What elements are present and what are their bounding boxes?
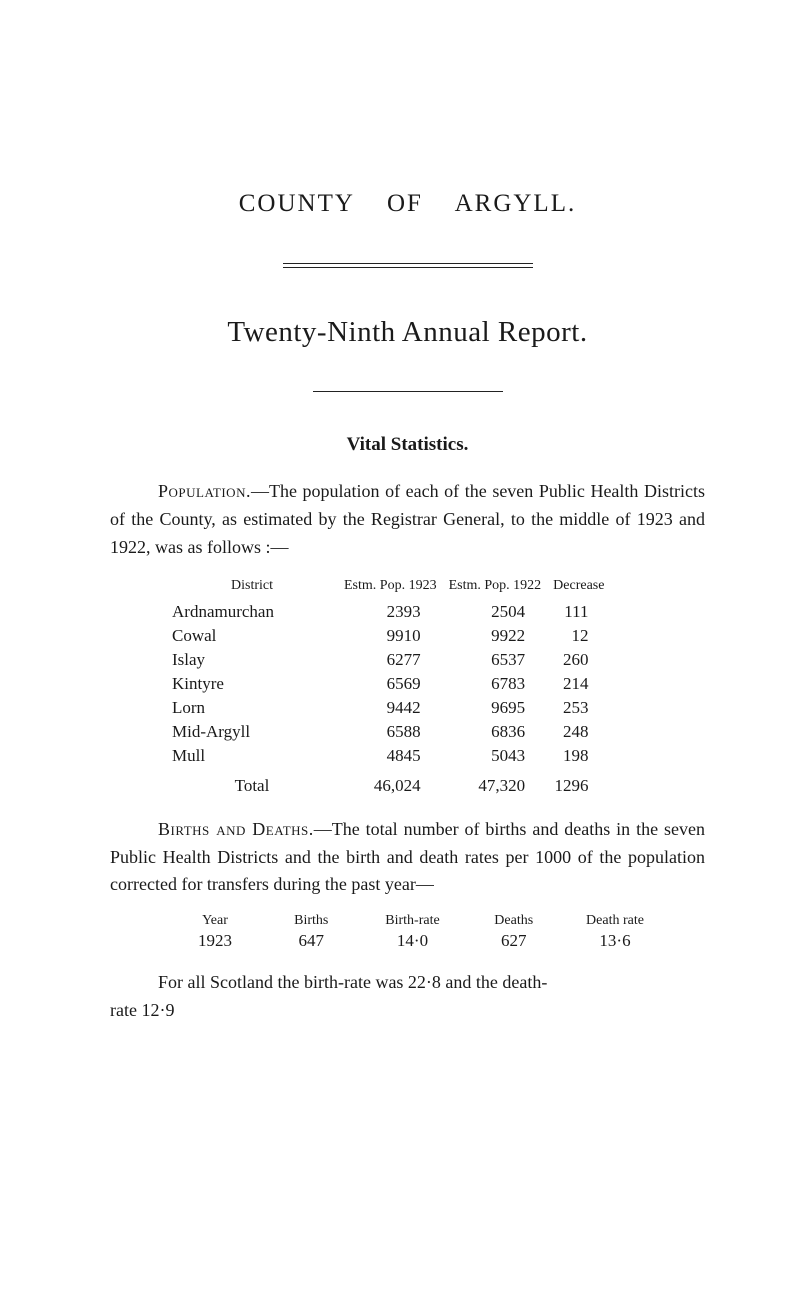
section-heading: Vital Statistics.	[110, 434, 705, 456]
title-prefix: COUNTY	[239, 190, 354, 217]
cell-district: Islay	[166, 648, 338, 672]
cell-district: Lorn	[166, 696, 338, 720]
cell-pop1923: 2393	[338, 600, 443, 624]
rates-year: 1923	[170, 931, 260, 951]
cell-total-label: Total	[166, 768, 338, 798]
rates-th-deaths: Deaths	[469, 913, 559, 929]
table-row: Lorn 9442 9695 253	[166, 696, 610, 720]
rates-deaths: 627	[469, 931, 559, 951]
cell-total-decrease: 1296	[547, 768, 610, 798]
births-deaths-paragraph: Births and Deaths.—The total number of b…	[110, 816, 705, 900]
title-suffix: ARGYLL.	[455, 190, 577, 217]
cell-district: Ardnamurchan	[166, 600, 338, 624]
cell-decrease: 253	[547, 696, 610, 720]
th-decrease: Decrease	[547, 576, 610, 600]
th-district: District	[166, 576, 338, 600]
cell-decrease: 248	[547, 720, 610, 744]
report-title: Twenty-Ninth Annual Report.	[110, 316, 705, 349]
population-table: District Estm. Pop. 1923 Estm. Pop. 1922…	[166, 576, 610, 798]
rates-data-row: 1923 647 14·0 627 13·6	[170, 931, 665, 951]
table-row: Mull 4845 5043 198	[166, 744, 610, 768]
cell-pop1923: 6277	[338, 648, 443, 672]
cell-pop1922: 6836	[443, 720, 548, 744]
county-title: COUNTY OF ARGYLL.	[110, 190, 705, 218]
page: COUNTY OF ARGYLL. Twenty-Ninth Annual Re…	[0, 0, 800, 1079]
rates-th-year: Year	[170, 913, 260, 929]
cell-pop1923: 4845	[338, 744, 443, 768]
cell-pop1923: 6588	[338, 720, 443, 744]
table-row: Islay 6277 6537 260	[166, 648, 610, 672]
cell-district: Kintyre	[166, 672, 338, 696]
cell-pop1922: 6537	[443, 648, 548, 672]
table-total-row: Total 46,024 47,320 1296	[166, 768, 610, 798]
population-lead: Population.	[158, 481, 251, 501]
scotland-line-b: rate 12·9	[110, 997, 705, 1025]
cell-pop1922: 5043	[443, 744, 548, 768]
th-pop1923: Estm. Pop. 1923	[338, 576, 443, 600]
cell-decrease: 198	[547, 744, 610, 768]
rates-header-row: Year Births Birth-rate Deaths Death rate	[170, 913, 665, 929]
rates-th-death-rate: Death rate	[565, 913, 665, 929]
table-row: Cowal 9910 9922 12	[166, 624, 610, 648]
population-table-wrap: District Estm. Pop. 1923 Estm. Pop. 1922…	[166, 576, 705, 798]
rates-births: 647	[266, 931, 356, 951]
cell-pop1922: 2504	[443, 600, 548, 624]
cell-pop1922: 9695	[443, 696, 548, 720]
cell-decrease: 260	[547, 648, 610, 672]
cell-decrease: 111	[547, 600, 610, 624]
report-sub-rule	[313, 391, 503, 392]
rates-th-births: Births	[266, 913, 356, 929]
title-rule	[283, 263, 533, 268]
cell-pop1922: 9922	[443, 624, 548, 648]
table-header-row: District Estm. Pop. 1923 Estm. Pop. 1922…	[166, 576, 610, 600]
cell-district: Mid-Argyll	[166, 720, 338, 744]
cell-district: Cowal	[166, 624, 338, 648]
cell-total-pop1922: 47,320	[443, 768, 548, 798]
population-paragraph: Population.—The population of each of th…	[110, 478, 705, 562]
table-row: Kintyre 6569 6783 214	[166, 672, 610, 696]
cell-pop1923: 9910	[338, 624, 443, 648]
births-lead: Births and Deaths.	[158, 819, 314, 839]
table-row: Mid-Argyll 6588 6836 248	[166, 720, 610, 744]
title-of: OF	[387, 190, 423, 217]
rates-th-birth-rate: Birth-rate	[363, 913, 463, 929]
scotland-line-a: For all Scotland the birth-rate was 22·8…	[110, 969, 705, 997]
cell-district: Mull	[166, 744, 338, 768]
table-row: Ardnamurchan 2393 2504 111	[166, 600, 610, 624]
cell-pop1923: 9442	[338, 696, 443, 720]
th-pop1922: Estm. Pop. 1922	[443, 576, 548, 600]
rates-birth-rate: 14·0	[363, 931, 463, 951]
cell-pop1923: 6569	[338, 672, 443, 696]
cell-decrease: 12	[547, 624, 610, 648]
cell-pop1922: 6783	[443, 672, 548, 696]
cell-decrease: 214	[547, 672, 610, 696]
rates-death-rate: 13·6	[565, 931, 665, 951]
cell-total-pop1923: 46,024	[338, 768, 443, 798]
